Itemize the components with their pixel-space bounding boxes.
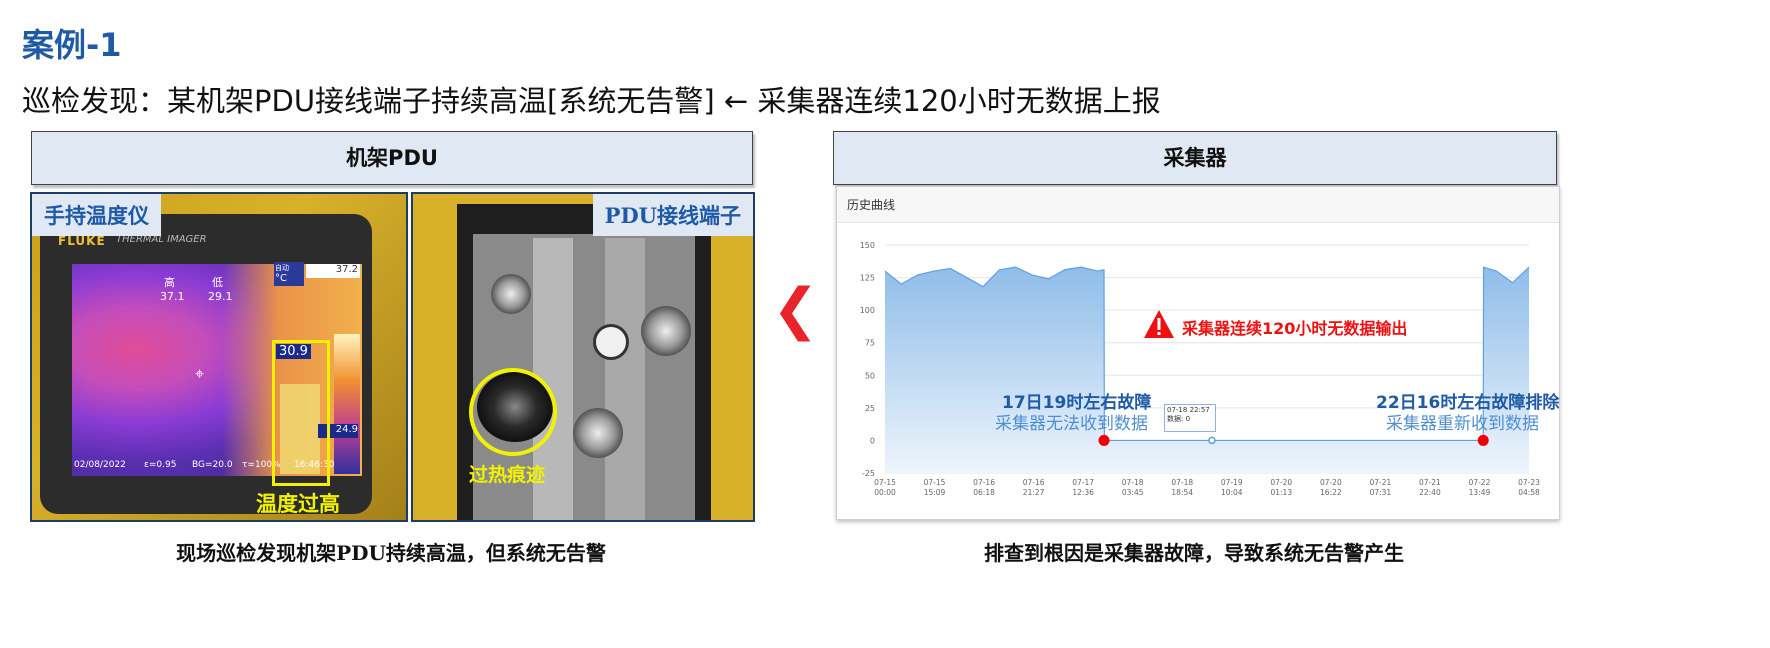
imager-subtitle: THERMAL IMAGER [116,234,207,245]
x-tick-label: 03:45 [1122,488,1144,497]
ground-symbol-icon [593,324,629,360]
x-tick-label: 22:40 [1419,488,1441,497]
background-temp: BG=20.0 [192,460,233,470]
chart-title: 历史曲线 [837,187,1559,223]
tooltip-time: 07-18 22:57 [1167,406,1210,414]
x-tick-label: 00:00 [874,488,896,497]
rack-pdu-header: 机架PDU [31,131,753,185]
x-tick-label: 07-20 [1270,478,1292,487]
mode-text: 自动 [275,264,289,272]
x-tick-label: 07-16 [973,478,995,487]
thermal-screen: 高 37.1 低 29.1 自动 °C 37.2 ⌖ 24.9 02/08/20… [72,262,362,476]
x-tick-label: 07-19 [1221,478,1243,487]
fault-marker [1477,434,1489,446]
overheat-annotation: 温度过高 [256,492,340,516]
x-tick-label: 13:49 [1469,488,1491,497]
y-tick-label: 25 [865,404,875,413]
left-caption: 现场巡检发现机架PDU持续高温，但系统无告警 [176,541,606,565]
screw-terminal [573,408,623,458]
fault-start-desc: 采集器无法收到数据 [995,414,1148,434]
x-tick-label: 10:04 [1221,488,1243,497]
x-tick-label: 04:58 [1518,488,1540,497]
x-tick-label: 07-22 [1469,478,1491,487]
photo-label-terminal: PDU接线端子 [592,194,753,236]
x-tick-label: 07-21 [1419,478,1441,487]
y-tick-label: 75 [865,339,875,348]
screw-terminal [491,274,531,314]
x-tick-label: 07-18 [1122,478,1144,487]
crosshair-icon: ⌖ [195,364,205,383]
x-tick-label: 07-17 [1072,478,1094,487]
spot-temp: 30.9 [276,344,311,359]
right-caption: 排查到根因是采集器故障，导致系统无告警产生 [984,541,1404,565]
high-value: 37.1 [160,290,185,303]
y-tick-label: 100 [860,306,875,315]
fault-marker [1098,434,1110,446]
photo-label-thermometer: 手持温度仪 [32,194,161,236]
chevron-left-icon: ❮ [772,277,819,342]
y-tick-label: 150 [860,241,875,250]
transmission: τ=100% [242,460,281,470]
page-subtitle: 巡检发现：某机架PDU接线端子持续高温[系统无告警] ← 采集器连续120小时无… [22,84,1161,118]
x-tick-label: 07:31 [1370,488,1392,497]
thermal-imager-photo: FLUKE THERMAL IMAGER 高 37.1 低 29.1 自动 °C… [30,192,408,522]
x-tick-label: 21:27 [1023,488,1045,497]
series-line [884,266,1530,442]
x-tick-label: 12:36 [1072,488,1094,497]
screw-terminal [641,306,691,356]
x-tick-label: 07-15 [924,478,946,487]
collector-header: 采集器 [833,131,1557,185]
fault-end-desc: 采集器重新收到数据 [1386,414,1539,434]
mode-box: 自动 °C [274,262,304,286]
overheat-trace-annotation: 过热痕迹 [469,464,546,486]
x-tick-label: 18:54 [1171,488,1193,497]
capture-date: 02/08/2022 [74,460,126,470]
high-label: 高 [164,276,175,289]
unit-text: °C [275,273,287,284]
terminal-divider [605,238,645,520]
alert-text: 采集器连续120小时无数据输出 [1182,319,1408,338]
low-label: 低 [212,276,223,289]
fault-start-title: 17日19时左右故障 [1002,393,1152,413]
fault-end-title: 22日16时左右故障排除 [1376,393,1560,413]
x-tick-label: 15:09 [924,488,946,497]
y-tick-label: 50 [865,371,875,380]
x-tick-label: 07-16 [1023,478,1045,487]
y-tick-label: 0 [870,436,875,445]
y-tick-label: 125 [860,274,875,283]
history-chart-panel: 历史曲线 -25 0 25 50 75 100 125 150 07-15 00:00 07-15 1… [836,186,1560,520]
chart-tooltip: 07-18 22:57 数据: 0 [1164,404,1216,432]
x-tick-label: 07-15 [874,478,896,487]
pdu-terminal-photo: 过热痕迹 PDU接线端子 [411,192,755,522]
warning-triangle-icon [1143,309,1175,343]
x-tick-label: 07-23 [1518,478,1540,487]
top-temp: 37.2 [306,264,360,278]
capture-time: 16:46:30 [294,460,335,470]
x-tick-label: 07-21 [1369,478,1391,487]
x-tick-label: 07-20 [1320,478,1342,487]
y-tick-label: -25 [862,469,875,478]
page-title: 案例-1 [22,26,122,64]
fluke-logo: FLUKE [58,234,106,248]
series-area [885,267,1529,473]
color-scale [334,334,360,474]
hover-point [1208,436,1216,445]
hot-spot-highlight [272,340,330,486]
overheat-circle [469,368,557,456]
history-chart: -25025507510012515007-1500:0007-1515:090… [860,241,1540,497]
x-tick-label: 01:13 [1270,488,1292,497]
x-tick-label: 16:22 [1320,488,1342,497]
tooltip-value: 数据: 0 [1167,415,1191,423]
x-tick-label: 06:18 [973,488,995,497]
emissivity: ε=0.95 [144,460,177,470]
x-tick-label: 07-18 [1171,478,1193,487]
low-value: 29.1 [208,290,233,303]
